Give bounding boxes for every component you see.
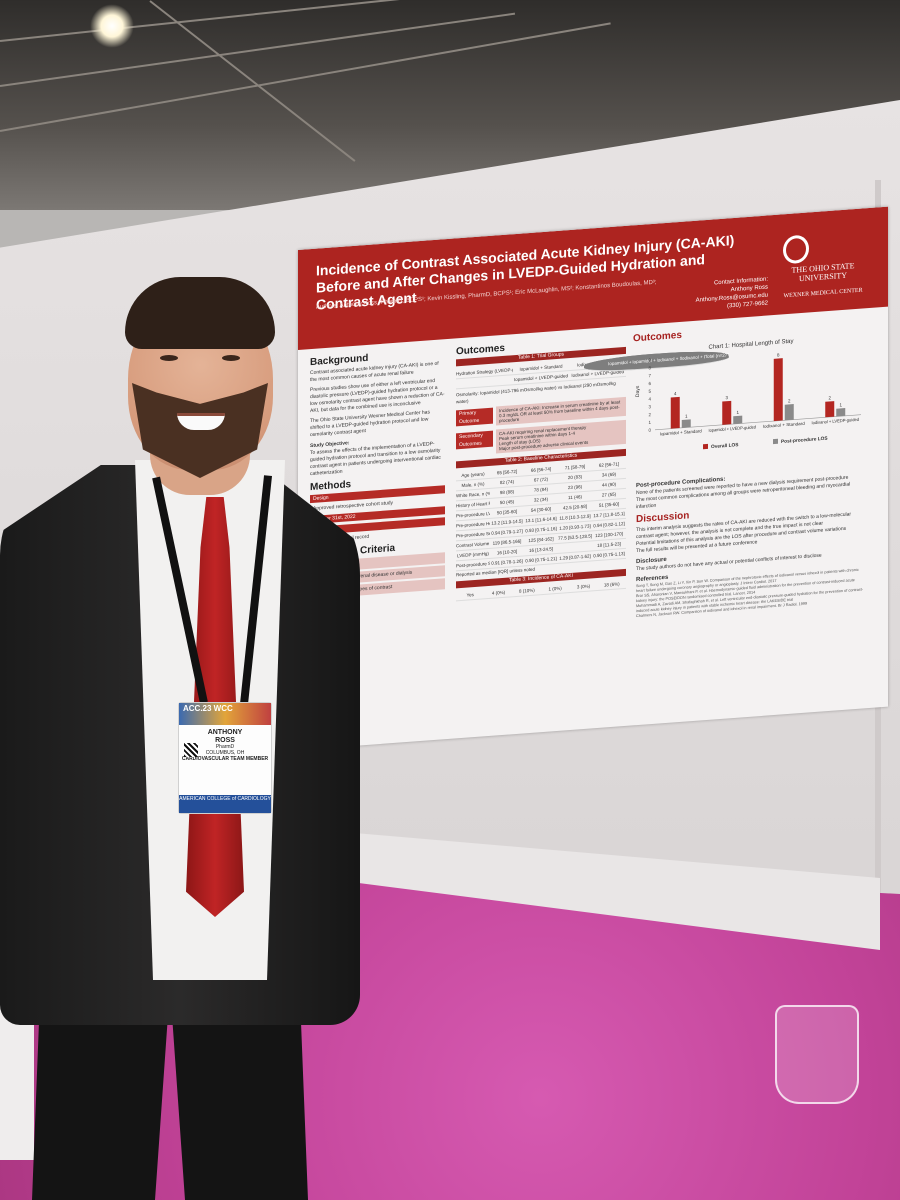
bar-post-procedure-los	[733, 415, 743, 425]
bar-overall-los	[722, 400, 732, 425]
hair	[125, 277, 275, 349]
bar-post-procedure-los	[681, 419, 691, 428]
badge-last-name: ROSS	[215, 737, 235, 744]
table3-cell: 18 (6%)	[603, 581, 620, 588]
table3-header-cell: Iopamidol + Standard (n=111)	[608, 357, 632, 367]
y-tick-label: 8	[648, 365, 651, 370]
table3-cell: 3 (0%)	[576, 583, 591, 590]
bar-data-label: 1	[839, 402, 842, 407]
y-tick-label: 9	[648, 358, 651, 363]
y-tick-label: 3	[648, 404, 651, 409]
badge-first-name: ANTHONY	[207, 729, 243, 736]
y-tick-label: 4	[648, 396, 651, 401]
qr-code-icon	[184, 743, 198, 757]
poster-column-middle: Outcomes Table 1: Trial Groups Hydration…	[456, 336, 729, 602]
bar-data-label: 2	[828, 395, 831, 400]
name-badge: ACC.23 WCC ANTHONY ROSS PharmD COLUMBUS,…	[178, 702, 272, 814]
table3-header-cell	[584, 357, 608, 373]
table3-cell: 1 (0%)	[548, 585, 562, 592]
badge-credential: PharmD	[215, 744, 235, 750]
institution-sub: WEXNER MEDICAL CENTER	[783, 287, 863, 300]
institution-name: THE OHIO STATE UNIVERSITY	[791, 261, 855, 284]
y-tick-label: 5	[648, 389, 651, 394]
y-tick-label: 7	[648, 373, 651, 378]
plastic-cup	[775, 1005, 859, 1104]
badge-role: CARDIOVASCULAR TEAM MEMBER	[181, 756, 269, 762]
bar-overall-los	[773, 358, 783, 422]
bar-data-label: 3	[725, 395, 728, 400]
x-category-label: Iodixanol + LVEDP-guided	[812, 417, 860, 426]
chart-ylabel: Days	[635, 385, 641, 397]
osu-block-o-logo-icon	[783, 234, 809, 265]
bar-overall-los	[825, 401, 835, 418]
bar-overall-los	[670, 396, 680, 429]
legend-label: Overall LOS	[711, 442, 739, 450]
bar-data-label: 2	[788, 398, 791, 403]
bar-data-label: 8	[777, 352, 780, 357]
length-of-stay-chart: Chart 1: Hospital Length of Stay Days 0 1…	[635, 339, 861, 450]
right-eye	[222, 355, 240, 361]
badge-org: AMERICAN COLLEGE of CARDIOLOGY	[179, 795, 271, 813]
table3-cell: 8 (10%)	[518, 587, 535, 594]
presenter-person: ACC.23 WCC ANTHONY ROSS PharmD COLUMBUS,…	[0, 275, 370, 1200]
ceiling-truss	[149, 0, 356, 162]
ceiling-truss	[0, 22, 611, 132]
x-category-label: Iodixanol + Standard	[763, 421, 806, 429]
badge-event: ACC.23 WCC	[179, 703, 271, 725]
baseline-characteristics-table: Iopamidol + Standard (n=11)Iopamidol + L…	[456, 348, 729, 572]
chart-title: Chart 1: Hospital Length of Stay	[709, 339, 794, 351]
y-tick-label: 0	[648, 428, 651, 433]
research-poster: Incidence of Contrast Associated Acute K…	[298, 206, 888, 751]
legend-label: Post-procedure LOS	[781, 436, 828, 445]
legend-swatch	[703, 443, 708, 450]
table3-cell: Yes	[466, 592, 474, 598]
badge-location: COLUMBUS, OH	[205, 750, 245, 756]
secondary-outcome-label: Secondary Outcomes	[456, 430, 493, 450]
ceiling-light	[90, 4, 134, 48]
left-eye	[160, 355, 178, 361]
bar-data-label: 1	[685, 414, 688, 419]
x-category-label: Iopamidol + LVEDP-guided	[709, 424, 757, 433]
y-tick-label: 1	[648, 420, 651, 425]
y-tick-label: 6	[648, 381, 651, 386]
smile	[177, 413, 225, 430]
poster-contact: Contact Information: Anthony Ross Anthon…	[673, 275, 768, 314]
x-category-label: Iopamidol + Standard	[660, 428, 703, 436]
table3-cell: 4 (0%)	[491, 589, 506, 596]
osu-logo-text: THE OHIO STATE UNIVERSITY WEXNER MEDICAL…	[768, 259, 878, 302]
bar-data-label: 1	[736, 410, 739, 415]
primary-outcome-label: Primary Outcome	[456, 407, 493, 427]
bar-post-procedure-los	[836, 408, 846, 417]
legend-swatch	[773, 438, 778, 445]
bar-data-label: 4	[674, 391, 677, 396]
ceiling-truss	[0, 12, 516, 87]
poster-column-right-text: Post-procedure Complications: None of th…	[636, 466, 866, 619]
bar-post-procedure-los	[784, 404, 794, 421]
y-tick-label: 2	[648, 412, 651, 417]
